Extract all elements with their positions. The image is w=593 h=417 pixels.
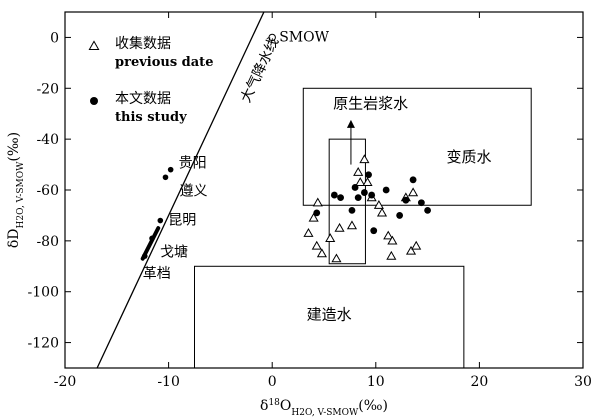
circle-point [424, 206, 431, 214]
x-axis-title-sup: 18 [268, 398, 280, 408]
circle-point [330, 191, 338, 199]
x-tick-label: 20 [470, 374, 488, 390]
x-tick-label: -20 [54, 374, 77, 390]
region-label: 变质水 [447, 148, 492, 166]
y-tick-label: -120 [28, 336, 59, 352]
region-boxes [194, 87, 532, 369]
circle-point [361, 189, 368, 196]
line-point [149, 235, 155, 242]
circle-point [402, 196, 410, 204]
triangle-point [411, 240, 422, 250]
circle-point [409, 176, 417, 184]
triangle-point [316, 248, 327, 258]
y-axis-title-main: δD [6, 228, 22, 248]
triangle-point [331, 253, 342, 263]
y-tick-label: -40 [36, 132, 59, 148]
region-label: 建造水 [307, 306, 352, 324]
triangle-point [373, 200, 384, 209]
y-tick-label: -100 [28, 285, 59, 301]
line-point-label: 戈塘 [160, 244, 188, 260]
circle-point [382, 186, 390, 194]
x-axis-title-mid: O [280, 398, 291, 414]
circle-point [313, 209, 321, 217]
smow-label: SMOW [279, 29, 329, 45]
x-axis-title-unit: (‰) [358, 398, 388, 414]
triangle-point [355, 177, 366, 187]
region-box [328, 138, 366, 265]
circle-point [351, 184, 359, 191]
y-tick-label: -60 [36, 183, 59, 199]
y-axis-title-unit: (‰) [6, 132, 22, 162]
triangle-point [325, 233, 336, 242]
triangle-point [408, 187, 419, 197]
meteoric-water-line [96, 12, 265, 368]
triangle-point [353, 166, 364, 176]
region-box [194, 265, 465, 369]
triangle-point [359, 154, 370, 164]
x-axis-title: δ18OH2O, V-SMOW(‰) [260, 398, 388, 417]
line-point-label: 革档 [143, 266, 171, 282]
circle-point [365, 171, 372, 179]
legend-circle-marker [90, 97, 98, 105]
line-point-label: 贵阳 [179, 156, 207, 172]
circle-point [337, 194, 344, 202]
circle-point [368, 191, 376, 199]
region-box [302, 87, 532, 206]
legend: 收集数据 previous date 本文数据 this study [88, 35, 213, 125]
triangle-point [312, 197, 323, 207]
legend-label-cn: 收集数据 [115, 35, 171, 52]
x-axis-title-main: δ [260, 398, 268, 414]
axis-titles: δ18OH2O, V-SMOW(‰)δDH2O, V-SMOW(‰) [6, 132, 388, 417]
triangle-point [308, 212, 319, 222]
triangle-point [386, 250, 397, 260]
circle-point [354, 194, 362, 202]
meteoric-water-line-label: 大气降水线 [238, 35, 282, 105]
legend-label-en: previous date [115, 55, 213, 70]
data-points [141, 33, 431, 263]
circle-point [348, 206, 356, 214]
triangle-point [334, 222, 345, 232]
axis-ticks: -20 -10 0 10 20 300-20-40-60-80-100-120 [28, 12, 592, 390]
x-tick-label: 0 [268, 374, 277, 390]
x-tick-label: 10 [367, 374, 385, 390]
y-axis-title-sub: H2O, V-SMOW [16, 161, 26, 229]
triangle-point [346, 220, 358, 230]
x-axis-title-sub: H2O, V-SMOW [291, 408, 359, 417]
line-point [157, 217, 164, 224]
legend-label-en: this study [115, 110, 187, 125]
smow-point [268, 33, 276, 42]
triangle-point [311, 240, 322, 250]
y-tick-label: 0 [50, 30, 59, 46]
x-tick-label: 30 [574, 374, 592, 390]
line-point [141, 253, 148, 259]
triangle-point [405, 245, 417, 255]
line-point-label: 遵义 [179, 182, 207, 199]
legend-triangle-marker [88, 40, 100, 50]
circle-point [417, 199, 425, 207]
triangle-point [387, 235, 398, 245]
circle-point [396, 212, 404, 219]
y-tick-label: -20 [36, 81, 59, 97]
region-label: 原生岩浆水 [333, 95, 408, 113]
line-point-label: 昆明 [168, 213, 196, 229]
line-point [167, 166, 174, 173]
triangle-point [383, 230, 394, 240]
triangle-point [376, 207, 388, 217]
line-point [162, 174, 169, 181]
triangle-point [362, 177, 373, 187]
y-axis-title: δDH2O, V-SMOW(‰) [6, 132, 26, 248]
circle-point [370, 227, 378, 235]
legend-label-cn: 本文数据 [115, 91, 171, 107]
x-tick-label: -10 [157, 374, 180, 390]
triangle-point [303, 228, 314, 237]
y-tick-label: -80 [36, 234, 59, 250]
